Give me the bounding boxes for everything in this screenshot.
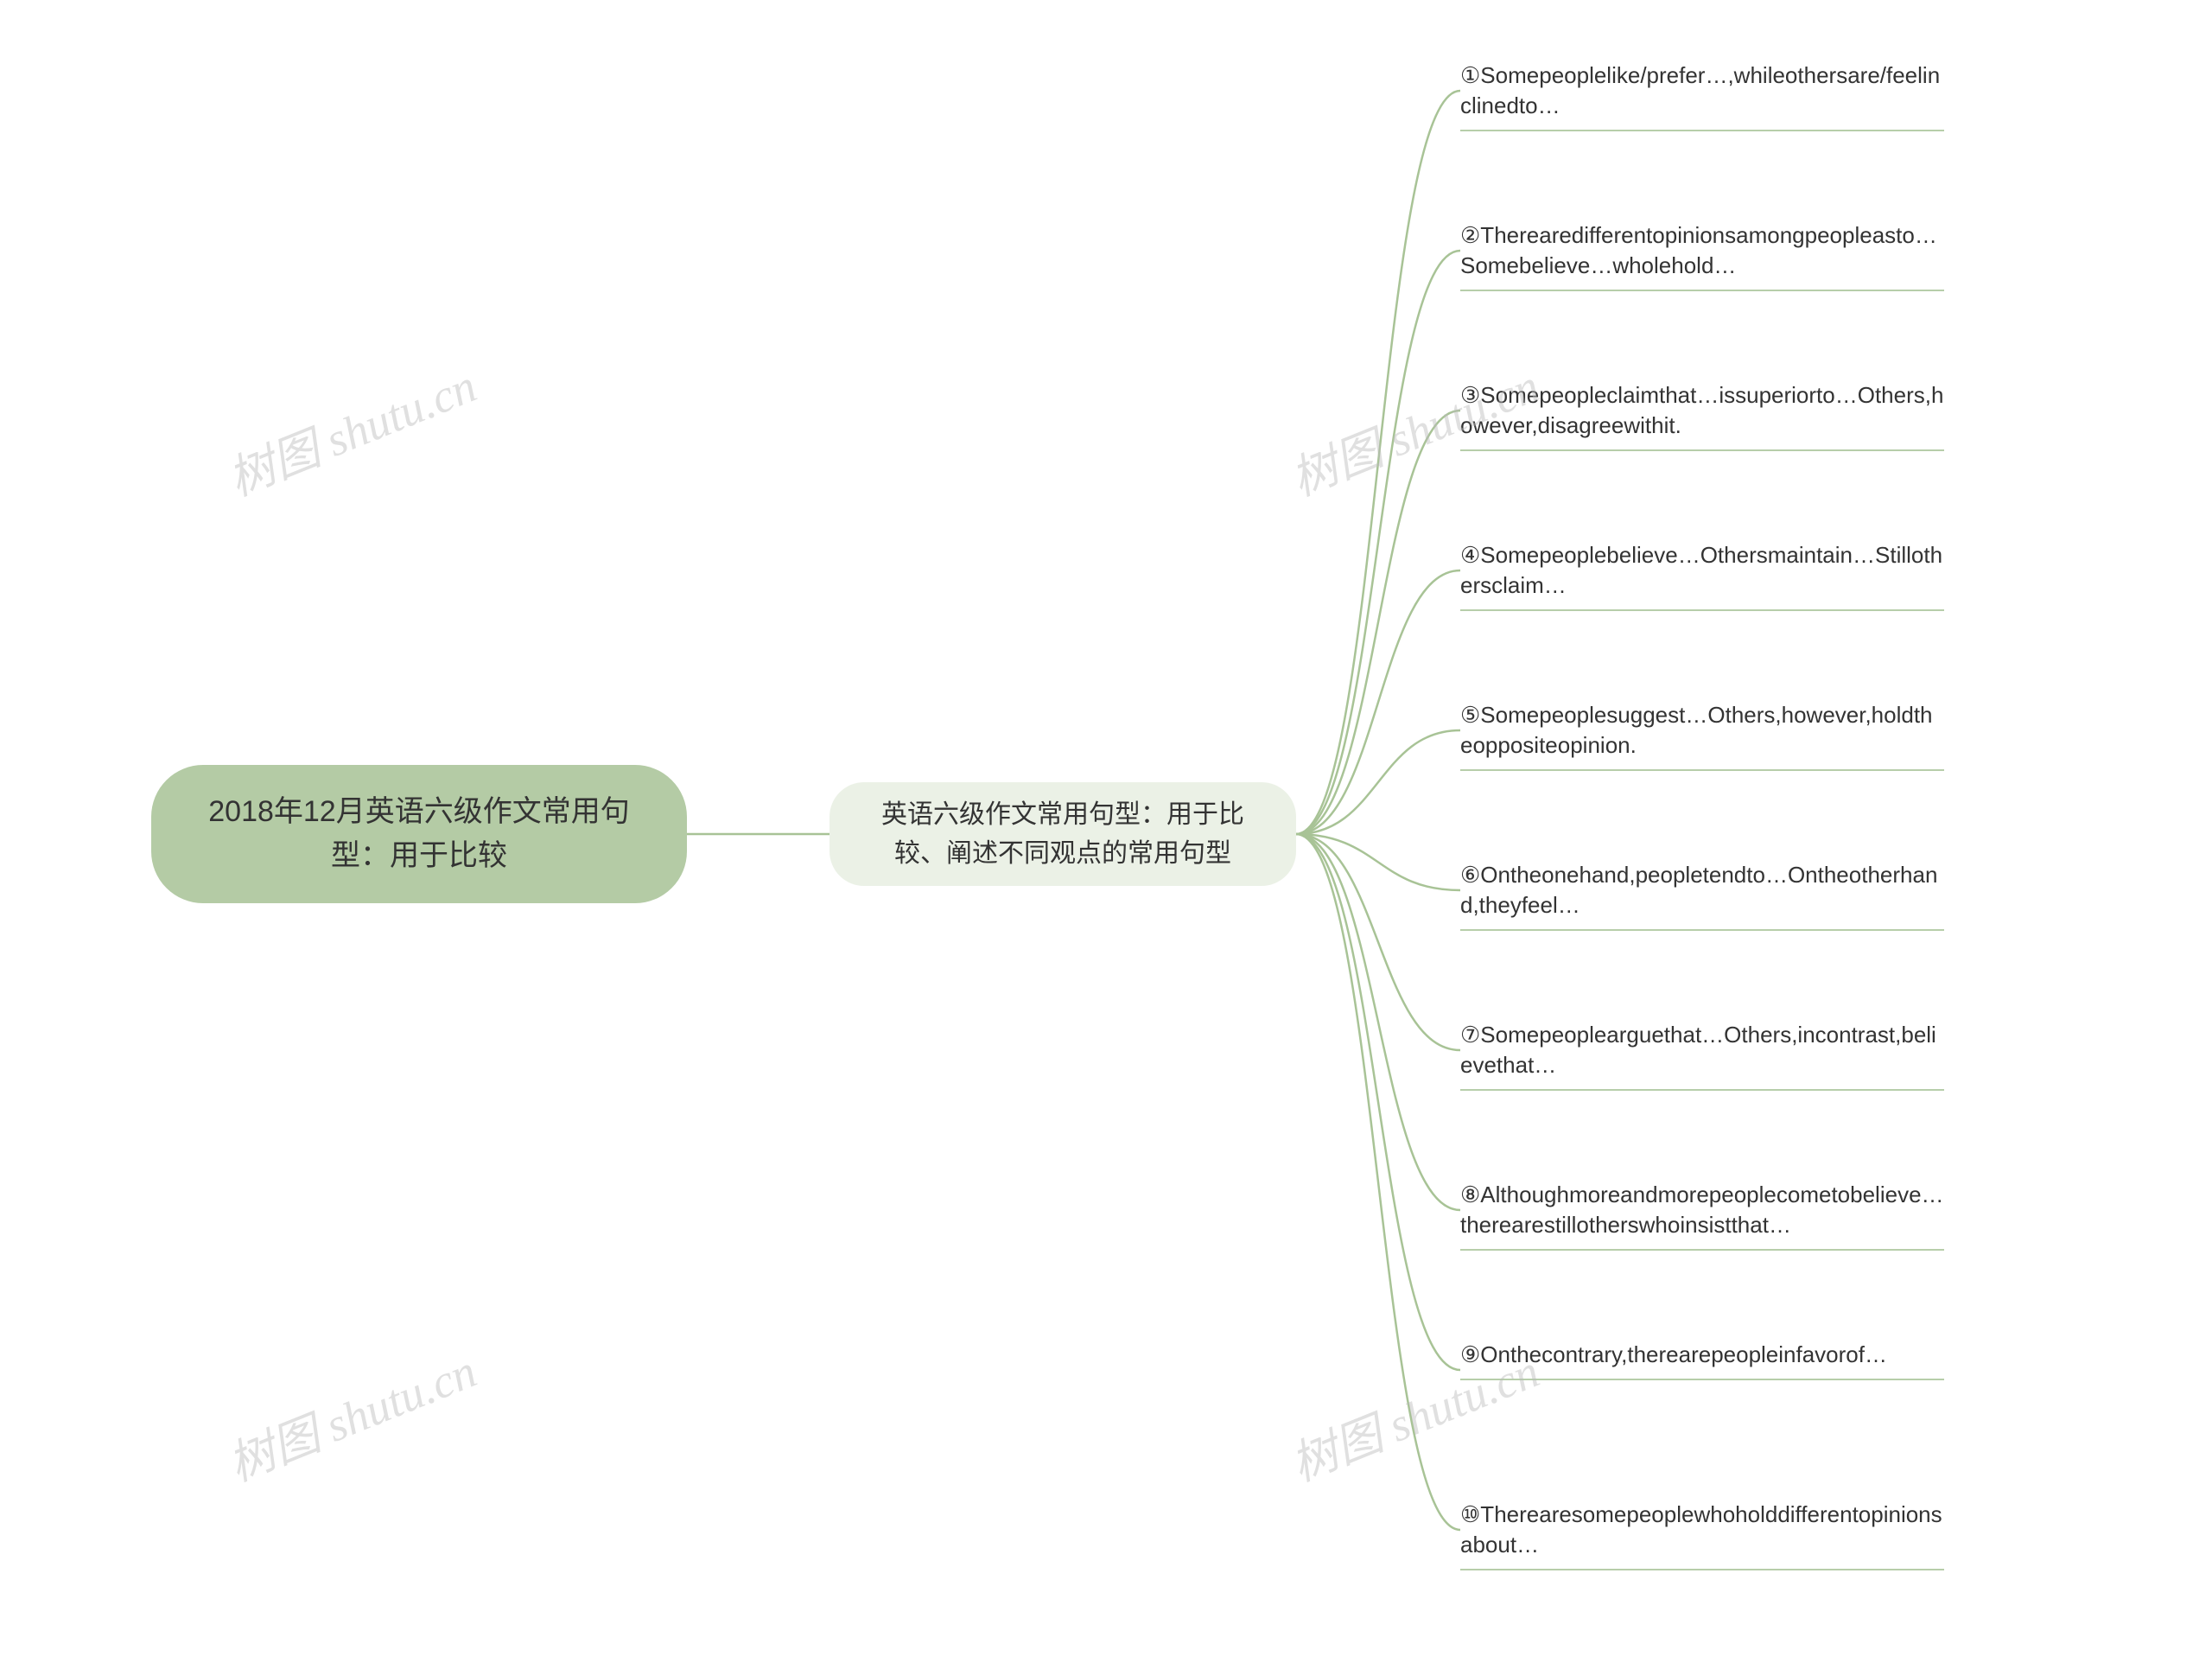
edge-mid-leaf bbox=[1296, 730, 1460, 834]
edge-mid-leaf bbox=[1296, 834, 1460, 1050]
leaf-node: ③Somepeopleclaimthat…issuperiorto…Others… bbox=[1460, 380, 1944, 451]
leaf-node: ⑦Somepeoplearguethat…Others,incontrast,b… bbox=[1460, 1020, 1944, 1091]
leaf-node: ⑤Somepeoplesuggest…Others,however,holdth… bbox=[1460, 700, 1944, 771]
leaf-node: ⑨Onthecontrary,therearepeopleinfavorof… bbox=[1460, 1340, 1944, 1380]
leaf-node: ⑧Althoughmoreandmorepeoplecometobelieve…… bbox=[1460, 1180, 1944, 1251]
edge-mid-leaf bbox=[1296, 251, 1460, 834]
mid-node: 英语六级作文常用句型：用于比较、阐述不同观点的常用句型 bbox=[830, 782, 1296, 886]
leaf-node: ④Somepeoplebelieve…Othersmaintain…Stillo… bbox=[1460, 540, 1944, 611]
edge-mid-leaf bbox=[1296, 570, 1460, 834]
watermark: 树图 shutu.cn bbox=[216, 347, 485, 509]
leaf-node: ⑩Therearesomepeoplewhoholddifferentopini… bbox=[1460, 1500, 1944, 1570]
edge-mid-leaf bbox=[1296, 834, 1460, 1370]
edge-mid-leaf bbox=[1296, 411, 1460, 834]
leaf-node: ①Somepeoplelike/prefer…,whileothersare/f… bbox=[1460, 61, 1944, 131]
leaf-node: ②Therearedifferentopinionsamongpeopleast… bbox=[1460, 220, 1944, 291]
edge-mid-leaf bbox=[1296, 834, 1460, 890]
leaf-node: ⑥Ontheonehand,peopletendto…Ontheotherhan… bbox=[1460, 860, 1944, 931]
watermark: 树图 shutu.cn bbox=[216, 1333, 485, 1494]
root-node: 2018年12月英语六级作文常用句型：用于比较 bbox=[151, 765, 687, 903]
edge-mid-leaf bbox=[1296, 91, 1460, 834]
edge-mid-leaf bbox=[1296, 834, 1460, 1530]
edge-mid-leaf bbox=[1296, 834, 1460, 1210]
